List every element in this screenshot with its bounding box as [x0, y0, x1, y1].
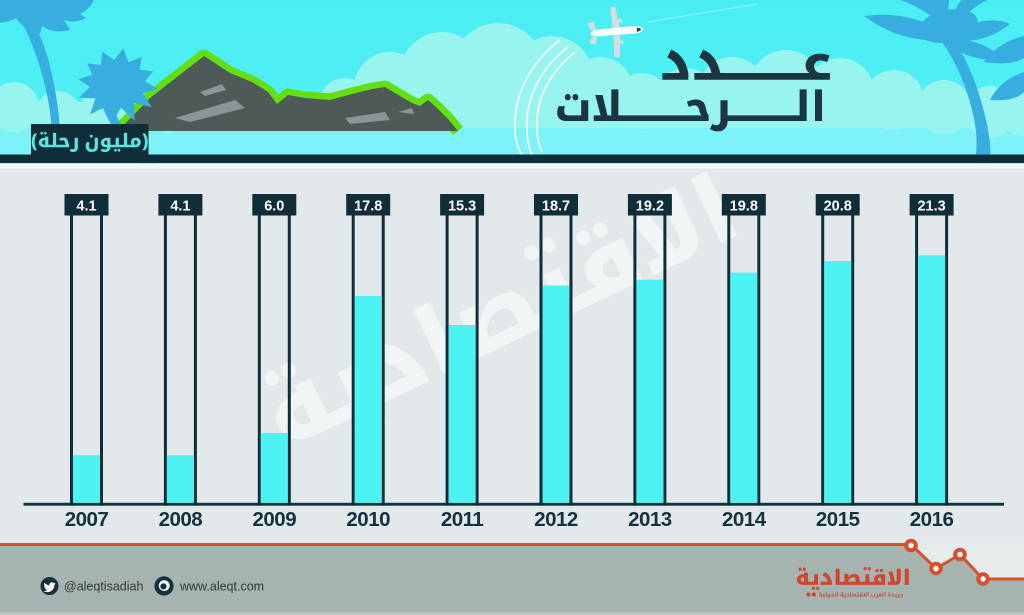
svg-text:4.1: 4.1	[76, 199, 96, 215]
svg-text:18.7: 18.7	[542, 199, 570, 215]
svg-text:@aleqtisadiah: @aleqtisadiah	[64, 580, 143, 594]
svg-text:2013: 2013	[628, 508, 672, 531]
svg-text:17.8: 17.8	[354, 199, 382, 215]
svg-text:2012: 2012	[534, 508, 578, 531]
svg-text:19.2: 19.2	[636, 199, 664, 215]
svg-text:2010: 2010	[346, 508, 390, 531]
svg-text:6.0: 6.0	[264, 199, 284, 215]
svg-text:2016: 2016	[910, 508, 954, 531]
svg-text:4.1: 4.1	[170, 199, 190, 215]
svg-text:www.aleqt.com: www.aleqt.com	[179, 580, 264, 594]
svg-text:21.3: 21.3	[917, 199, 945, 215]
svg-text:2015: 2015	[816, 508, 860, 531]
svg-text:2007: 2007	[65, 508, 109, 531]
svg-text:19.8: 19.8	[730, 199, 758, 215]
svg-text:2011: 2011	[441, 508, 484, 531]
svg-text:2014: 2014	[722, 508, 767, 531]
svg-text:2008: 2008	[159, 508, 203, 531]
svg-text:15.3: 15.3	[448, 199, 476, 215]
svg-text:20.8: 20.8	[824, 199, 852, 215]
svg-text:2009: 2009	[252, 508, 296, 531]
